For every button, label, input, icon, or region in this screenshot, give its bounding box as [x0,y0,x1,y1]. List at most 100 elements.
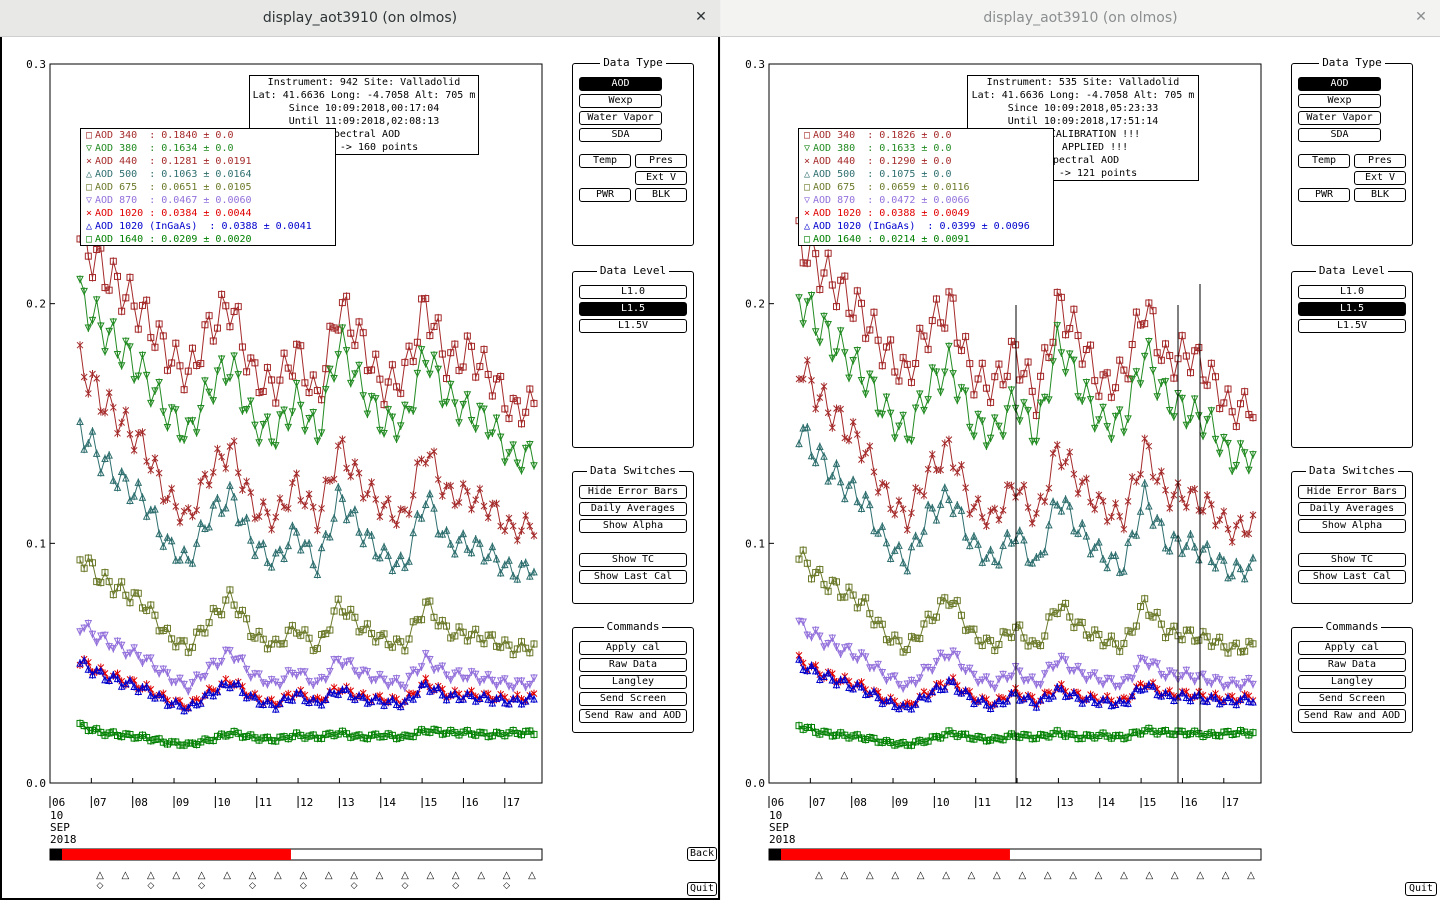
x-date-label: 10 [769,809,782,822]
data-point [870,734,878,742]
show-last-cal-button[interactable]: Show Last Cal [1298,570,1406,584]
langley-button[interactable]: Langley [579,675,687,689]
quit-button[interactable]: Quit [687,882,717,896]
data-point [1212,731,1220,739]
data-point [857,649,866,658]
data-point [159,693,168,702]
data-point [965,664,974,673]
data-point [958,461,965,469]
sda-button[interactable]: SDA [579,128,662,142]
data-point [1078,618,1086,626]
data-point [887,505,894,513]
level-l15-button[interactable]: L1.5 [579,302,687,316]
back-button[interactable]: Back [687,847,717,861]
time-marker: △ [274,870,282,881]
data-point [251,515,259,522]
close-icon[interactable]: ✕ [1415,9,1427,25]
hide-error-bars-button[interactable]: Hide Error Bars [1298,485,1406,499]
data-point [1136,685,1145,694]
data-point [409,618,417,626]
level-l15v-button[interactable]: L1.5V [1298,319,1406,333]
time-marker: △ [528,870,536,881]
ext-v-button[interactable]: Ext V [635,171,687,185]
send-screen-button[interactable]: Send Screen [1298,692,1406,706]
data-point [1003,732,1011,740]
data-point [1111,683,1120,691]
data-point [837,276,845,284]
window-titlebar[interactable]: display_aot3910 (on olmos) ✕ [0,0,720,37]
level-l15v-button[interactable]: L1.5V [579,319,687,333]
window-client: 0.3 0.2 0.1 0.0 06 07 08 09 10 11 12 13 14 15 16 17 10 SE… [721,37,1440,900]
daily-averages-button[interactable]: Daily Averages [579,502,687,516]
data-point [263,413,272,422]
aod-button[interactable]: AOD [579,77,662,91]
pwr-button[interactable]: PWR [579,188,631,202]
data-point [434,622,442,630]
data-point [1178,672,1187,681]
wexp-button[interactable]: Wexp [579,94,662,108]
level-l15-button[interactable]: L1.5 [1298,302,1406,316]
show-tc-button[interactable]: Show TC [1298,553,1406,567]
data-point [284,505,292,512]
data-point [238,688,247,696]
data-point [891,511,899,518]
close-icon[interactable]: ✕ [695,9,707,25]
show-alpha-button[interactable]: Show Alpha [1298,519,1406,533]
quit-button[interactable]: Quit [1405,882,1437,896]
progress-start [769,849,781,860]
wexp-button[interactable]: Wexp [1298,94,1381,108]
data-point [196,404,205,413]
data-point [824,587,832,595]
level-l10-button[interactable]: L1.0 [1298,285,1406,299]
send-raw-and-aod-button[interactable]: Send Raw and AOD [1298,709,1406,723]
hide-error-bars-button[interactable]: Hide Error Bars [579,485,687,499]
data-point [230,352,238,361]
data-point [292,527,301,536]
data-point [799,423,807,432]
data-point [113,483,122,491]
ext-v-button[interactable]: Ext V [1354,171,1406,185]
aod-button[interactable]: AOD [1298,77,1381,91]
data-point [126,430,134,438]
sda-button[interactable]: SDA [1298,128,1381,142]
send-screen-button[interactable]: Send Screen [579,692,687,706]
raw-data-button[interactable]: Raw Data [579,658,687,672]
show-last-cal-button[interactable]: Show Last Cal [579,570,687,584]
data-point [1145,299,1153,307]
data-point [982,384,990,392]
data-point [832,459,841,467]
legend-value: : 0.0388 ± 0.0049 [861,208,970,219]
raw-data-button[interactable]: Raw Data [1298,658,1406,672]
apply-cal-button[interactable]: Apply cal [579,641,687,655]
level-l10-button[interactable]: L1.0 [579,285,687,299]
data-point [84,619,93,628]
pres-button[interactable]: Pres [1354,154,1406,168]
show-tc-button[interactable]: Show TC [579,553,687,567]
data-point [820,452,828,460]
pres-button[interactable]: Pres [635,154,687,168]
daily-averages-button[interactable]: Daily Averages [1298,502,1406,516]
send-raw-and-aod-button[interactable]: Send Raw and AOD [579,709,687,723]
blk-button[interactable]: BLK [635,188,687,202]
data-point [836,327,845,335]
temp-button[interactable]: Temp [1298,154,1350,168]
data-point [1095,491,1103,499]
show-alpha-button[interactable]: Show Alpha [579,519,687,533]
data-point [886,695,895,704]
water-vapor-button[interactable]: Water Vapor [579,111,662,125]
data-point [476,539,484,547]
data-point [1216,516,1224,524]
data-point [334,442,342,450]
temp-button[interactable]: Temp [579,154,631,168]
langley-button[interactable]: Langley [1298,675,1406,689]
pwr-button[interactable]: PWR [1298,188,1350,202]
data-point [1070,356,1078,365]
blk-button[interactable]: BLK [1354,188,1406,202]
panel-title: Data Type [1319,56,1385,69]
apply-cal-button[interactable]: Apply cal [1298,641,1406,655]
window-titlebar[interactable]: display_aot3910 (on olmos) ✕ [721,0,1440,37]
data-point [359,329,367,337]
water-vapor-button[interactable]: Water Vapor [1298,111,1381,125]
data-point [339,436,346,443]
data-point [1161,543,1170,552]
